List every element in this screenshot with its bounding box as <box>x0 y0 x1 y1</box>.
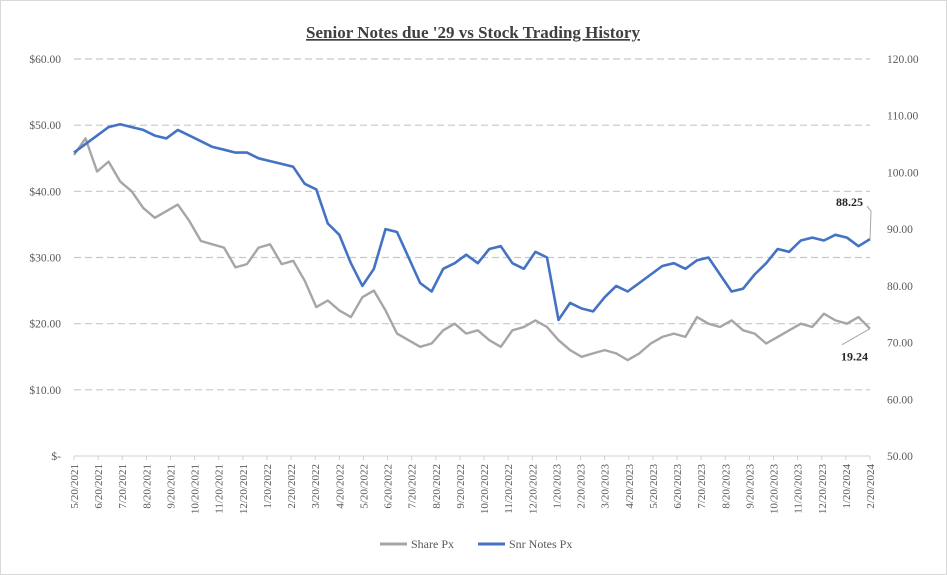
y-left-tick-label: $- <box>51 450 61 463</box>
x-tick-label: 6/20/2023 <box>672 464 684 509</box>
x-tick-label: 11/20/2021 <box>214 464 226 514</box>
y-right-tick-label: 120.00 <box>887 54 919 66</box>
x-tick-label: 7/20/2022 <box>407 464 419 509</box>
x-tick-label: 1/20/2023 <box>551 464 563 509</box>
x-tick-label: 9/20/2021 <box>165 464 177 509</box>
chart-title: Senior Notes due '29 vs Stock Trading Hi… <box>306 23 640 42</box>
series-line-share-px <box>73 137 871 362</box>
x-tick-label: 12/20/2022 <box>527 464 539 514</box>
x-tick-label: 3/20/2023 <box>600 464 612 509</box>
y-right-tick-label: 50.00 <box>887 451 913 463</box>
y-right-tick-label: 60.00 <box>887 394 913 406</box>
x-tick-label: 12/20/2021 <box>238 464 250 514</box>
leader-line-share <box>841 328 871 346</box>
y-left-tick-label: $30.00 <box>29 252 61 265</box>
series-line-snr-notes-px <box>73 122 871 322</box>
y-left-tick-label: $50.00 <box>29 119 61 132</box>
x-tick-label: 10/20/2021 <box>190 464 202 514</box>
x-tick-label: 1/20/2022 <box>262 464 274 509</box>
y-left-tick-label: $40.00 <box>29 185 61 198</box>
x-tick-label: 7/20/2021 <box>117 464 129 509</box>
x-tick-label: 5/20/2022 <box>358 464 370 509</box>
series-lines <box>73 122 871 362</box>
end-label-snr-notes: 88.25 <box>836 195 863 209</box>
x-tick-label: 9/20/2023 <box>744 464 756 509</box>
leader-line-snr-notes <box>866 205 872 240</box>
y-right-tick-label: 110.00 <box>887 111 918 123</box>
x-tick-label: 4/20/2023 <box>624 464 636 509</box>
x-tick-label: 12/20/2023 <box>817 464 829 515</box>
x-tick-label: 9/20/2022 <box>455 464 467 509</box>
x-tick-label: 5/20/2021 <box>69 464 81 509</box>
x-tick-label: 4/20/2022 <box>334 464 346 509</box>
x-tick-label: 11/20/2023 <box>793 464 805 514</box>
x-tick-label: 10/20/2022 <box>479 464 491 514</box>
y-right-tick-label: 70.00 <box>887 338 913 350</box>
end-label-share: 19.24 <box>841 350 868 364</box>
legend: Share Px Snr Notes Px <box>380 537 572 551</box>
y-left-tick-label: $60.00 <box>29 53 61 66</box>
x-tick-label: 1/20/2024 <box>841 464 853 509</box>
y-axis-right: 50.00 60.00 70.00 80.00 90.00 100.00 110.00 120… <box>887 54 919 463</box>
x-tick-label: 8/20/2022 <box>431 464 443 509</box>
y-axis-left: $- $10.00 $20.00 $30.00 $40.00 $50.00 $60.00 <box>29 53 61 463</box>
x-tick-label: 11/20/2022 <box>503 464 515 514</box>
y-left-tick-label: $20.00 <box>29 318 61 331</box>
x-tick-label: 10/20/2023 <box>769 464 781 515</box>
y-right-tick-label: 90.00 <box>887 224 913 236</box>
x-tick-label: 2/20/2023 <box>576 464 588 509</box>
x-tick-label: 3/20/2022 <box>310 464 322 509</box>
y-right-tick-label: 100.00 <box>887 167 919 179</box>
x-axis: 5/20/2021 6/20/2021 7/20/2021 8/20/2021 9/20… <box>69 455 877 515</box>
x-tick-label: 6/20/2022 <box>383 464 395 509</box>
x-tick-label: 5/20/2023 <box>648 464 660 509</box>
x-tick-label: 8/20/2023 <box>720 464 732 509</box>
y-left-tick-label: $10.00 <box>29 384 61 397</box>
x-tick-label: 2/20/2022 <box>286 464 298 509</box>
x-tick-label: 7/20/2023 <box>696 464 708 509</box>
legend-label-snr-notes-px: Snr Notes Px <box>509 537 572 551</box>
legend-label-share-px: Share Px <box>411 537 454 551</box>
y-right-tick-label: 80.00 <box>887 281 913 293</box>
end-labels: 88.25 19.24 <box>836 195 872 364</box>
x-tick-label: 2/20/2024 <box>865 464 877 509</box>
x-tick-label: 6/20/2021 <box>93 464 105 509</box>
gridlines <box>74 58 870 391</box>
x-tick-label: 8/20/2021 <box>141 464 153 509</box>
